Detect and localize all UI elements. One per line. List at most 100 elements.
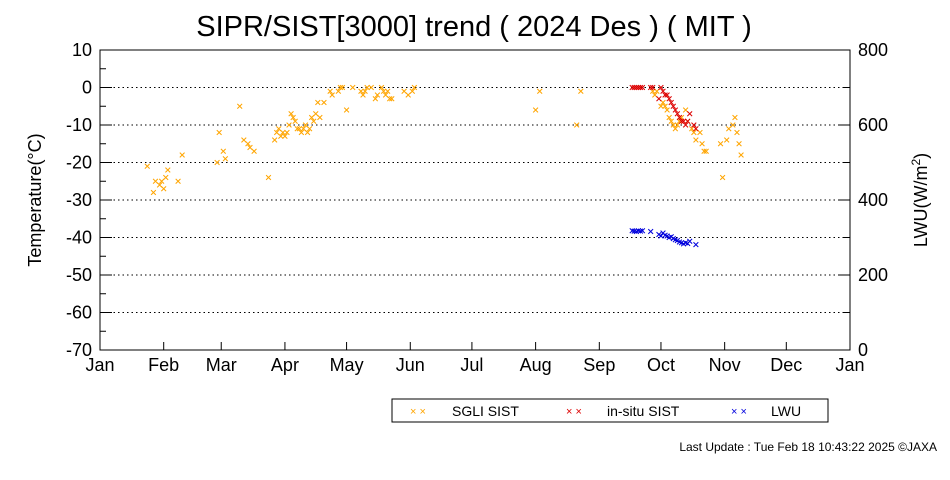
data-point <box>236 103 243 110</box>
data-point <box>378 84 385 91</box>
y-tick-label: -70 <box>66 340 92 360</box>
y2-tick-label: 400 <box>858 190 888 210</box>
data-point <box>282 133 288 140</box>
data-point <box>315 99 321 106</box>
data-point <box>691 129 697 136</box>
data-point <box>670 122 677 128</box>
data-point <box>672 125 679 132</box>
legend-box <box>391 398 829 423</box>
x-tick-label: Aug <box>520 355 552 375</box>
data-point <box>717 140 724 147</box>
data-point <box>732 114 738 121</box>
data-point <box>674 110 681 117</box>
x-tick-label: Jan <box>835 355 864 375</box>
data-point <box>220 148 227 155</box>
data-point <box>298 129 305 136</box>
x-tick-label: Mar <box>206 355 237 375</box>
data-point <box>578 88 584 95</box>
data-point <box>693 137 699 143</box>
y-tick-label: 10 <box>72 40 92 60</box>
y-tick-label: -20 <box>66 153 92 173</box>
data-point <box>296 125 303 132</box>
data-point <box>573 122 580 128</box>
data-point <box>668 99 674 106</box>
data-point <box>680 118 687 125</box>
data-point <box>701 148 707 155</box>
data-point <box>364 84 370 91</box>
data-point <box>360 92 366 98</box>
legend-item-lwu: × × LWU <box>731 403 801 419</box>
x-tick-label: Jul <box>460 355 483 375</box>
legend-marker-insitu: × × <box>566 406 582 418</box>
data-point <box>179 152 185 158</box>
data-point <box>337 84 344 91</box>
data-point <box>368 84 374 91</box>
y-tick-label: -10 <box>66 115 92 135</box>
data-point <box>656 95 662 102</box>
data-point <box>637 84 644 91</box>
y-tick-label: -50 <box>66 265 92 285</box>
data-point <box>658 103 664 110</box>
y-axis-left: 10 0 -10 -20 -30 -40 -50 -60 -70 <box>66 40 112 360</box>
data-point <box>304 129 311 136</box>
y-tick-label: -40 <box>66 228 92 248</box>
data-point <box>280 129 286 136</box>
data-point <box>666 95 672 102</box>
data-point <box>684 118 691 125</box>
y-tick-label: 0 <box>82 78 92 98</box>
data-point <box>703 148 709 155</box>
data-point <box>372 95 379 102</box>
data-point <box>245 140 251 147</box>
data-point <box>160 185 167 192</box>
y2-axis-label: LWU(W/m2) <box>909 153 931 247</box>
series-0 <box>144 84 744 196</box>
x-tick-label: Dec <box>770 355 802 375</box>
data-point <box>327 88 333 95</box>
data-point <box>662 103 668 110</box>
data-point <box>693 125 699 132</box>
data-point <box>532 107 539 113</box>
data-point <box>682 122 689 128</box>
data-point <box>635 227 642 234</box>
series-layer <box>144 84 744 248</box>
data-point <box>306 125 313 132</box>
y2-tick-label: 600 <box>858 115 888 135</box>
data-point <box>693 241 699 248</box>
data-point <box>358 88 364 95</box>
data-point <box>536 88 543 95</box>
data-point <box>286 122 292 128</box>
x-tick-label: Nov <box>709 355 741 375</box>
data-point <box>649 84 656 91</box>
data-point <box>162 174 169 181</box>
chart-title: SIPR/SIST[3000] trend ( 2024 Des ) ( MIT… <box>196 11 752 43</box>
data-point <box>284 129 290 136</box>
x-tick-label: May <box>330 355 364 375</box>
data-point <box>629 227 635 234</box>
data-point <box>329 92 335 98</box>
y-tick-label: -60 <box>66 303 92 323</box>
data-point <box>386 95 393 102</box>
data-point <box>691 122 697 128</box>
data-point <box>343 107 350 113</box>
data-point <box>699 140 705 147</box>
data-point <box>150 189 157 196</box>
last-update-footer: Last Update : Tue Feb 18 10:43:22 2025 ©… <box>679 440 937 454</box>
data-point <box>734 129 740 136</box>
data-point <box>389 95 395 102</box>
y2-tick-label: 0 <box>858 340 868 360</box>
data-point <box>278 133 284 140</box>
data-point <box>409 88 416 95</box>
data-point <box>686 238 693 245</box>
x-tick-label: Jun <box>396 355 425 375</box>
data-point <box>374 92 381 98</box>
data-point <box>321 99 327 106</box>
legend-item-sgli: × × SGLI SIST <box>410 403 519 419</box>
data-point <box>362 88 368 95</box>
data-point <box>288 110 294 117</box>
data-point <box>165 167 171 173</box>
data-point <box>689 125 695 132</box>
y2-tick-label: 800 <box>858 40 888 60</box>
data-point <box>686 110 693 117</box>
data-point <box>637 228 644 234</box>
